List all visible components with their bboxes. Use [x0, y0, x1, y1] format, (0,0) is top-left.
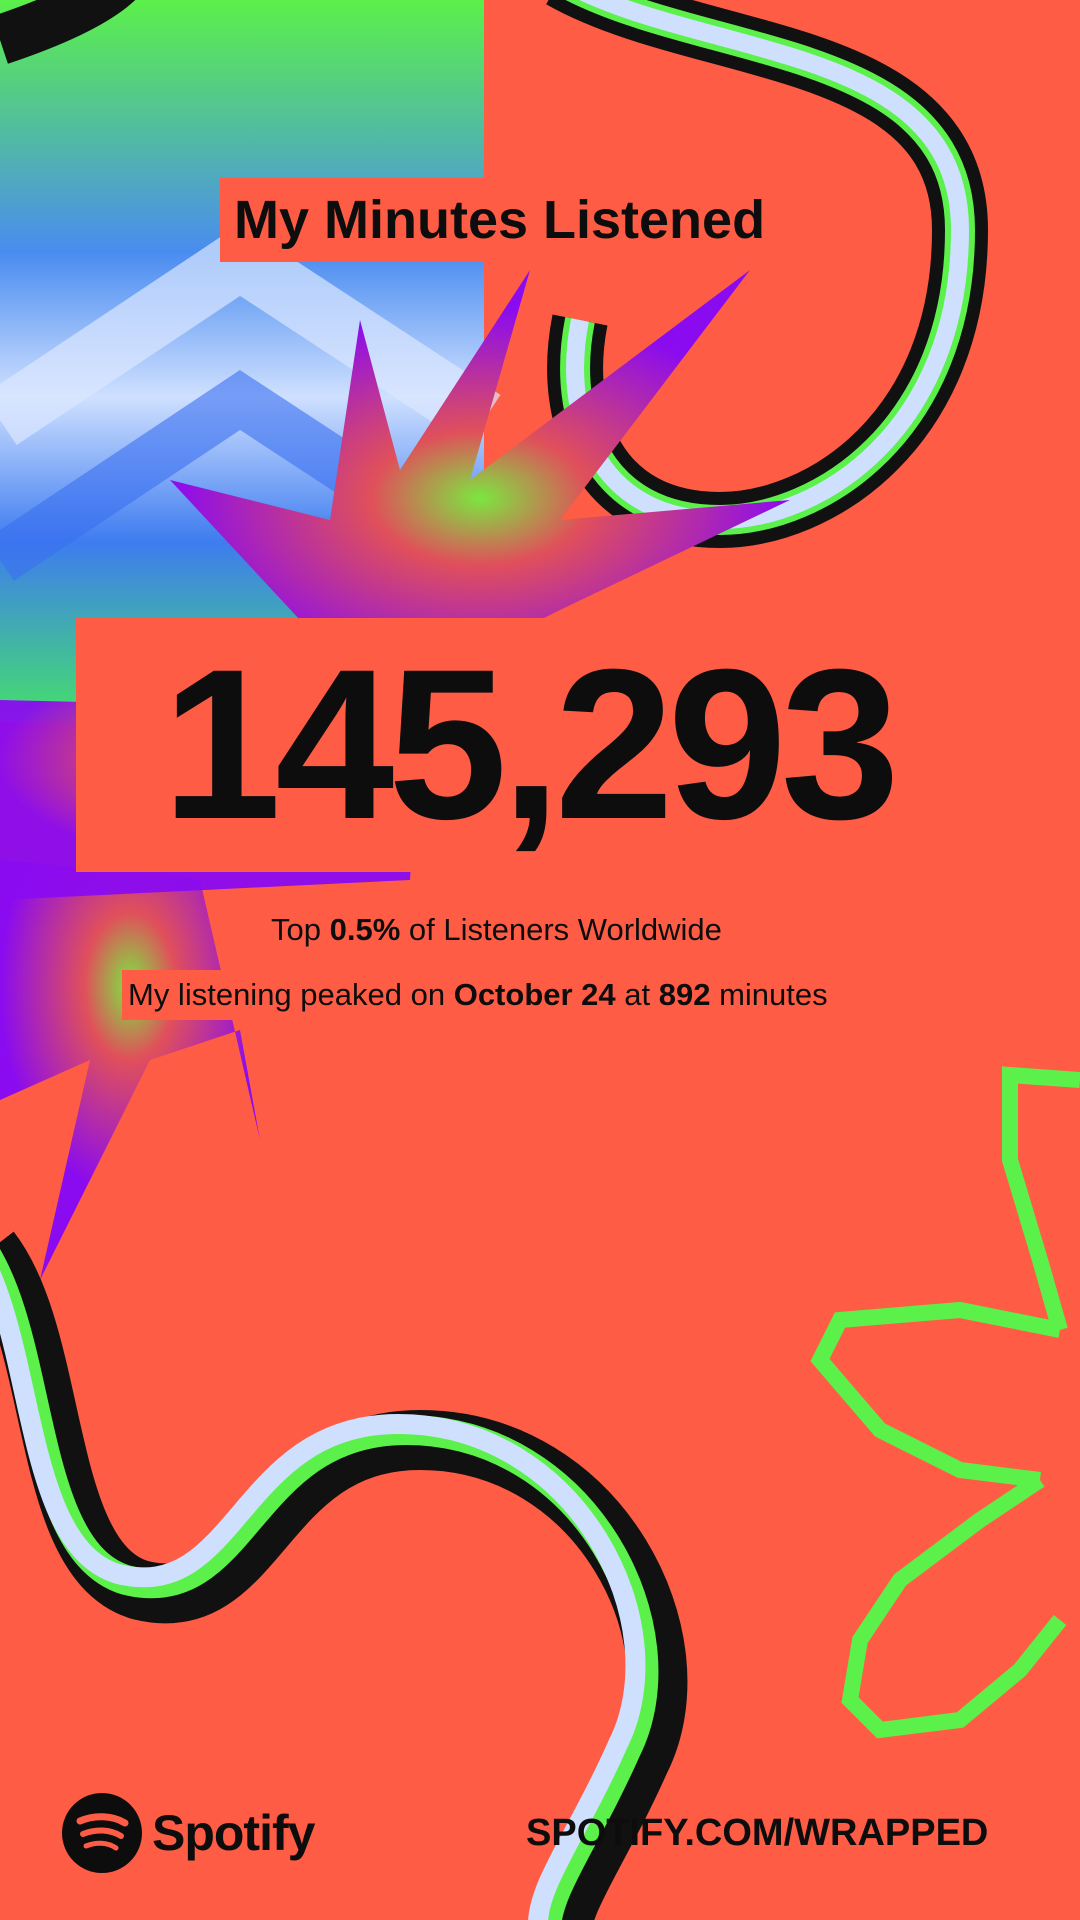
spotify-logo: Spotify	[62, 1793, 315, 1873]
peak-listening-stat: My listening peaked on October 24 at 892…	[122, 970, 834, 1020]
starburst	[170, 270, 790, 650]
stat-text: minutes	[710, 977, 828, 1012]
page-title: My Minutes Listened	[220, 178, 780, 262]
spotify-wordmark: Spotify	[152, 1805, 315, 1861]
stat-text: My listening peaked on	[128, 977, 454, 1012]
stat-text: Top	[271, 912, 330, 947]
stat-text: of Listeners Worldwide	[400, 912, 722, 947]
spotify-logo-icon	[62, 1793, 142, 1873]
wrapped-url: SPOTIFY.COM/WRAPPED	[526, 1812, 989, 1854]
pixel-flower	[810, 1066, 1080, 1739]
peak-minutes: 892	[658, 977, 711, 1012]
top-listener-stat: Top 0.5% of Listeners Worldwide	[265, 905, 728, 955]
minutes-listened-value: 145,293	[76, 618, 980, 872]
starburst-lower	[0, 860, 260, 1280]
stat-text: at	[615, 977, 659, 1012]
top-percent: 0.5%	[329, 912, 401, 947]
peak-date: October 24	[453, 977, 616, 1012]
